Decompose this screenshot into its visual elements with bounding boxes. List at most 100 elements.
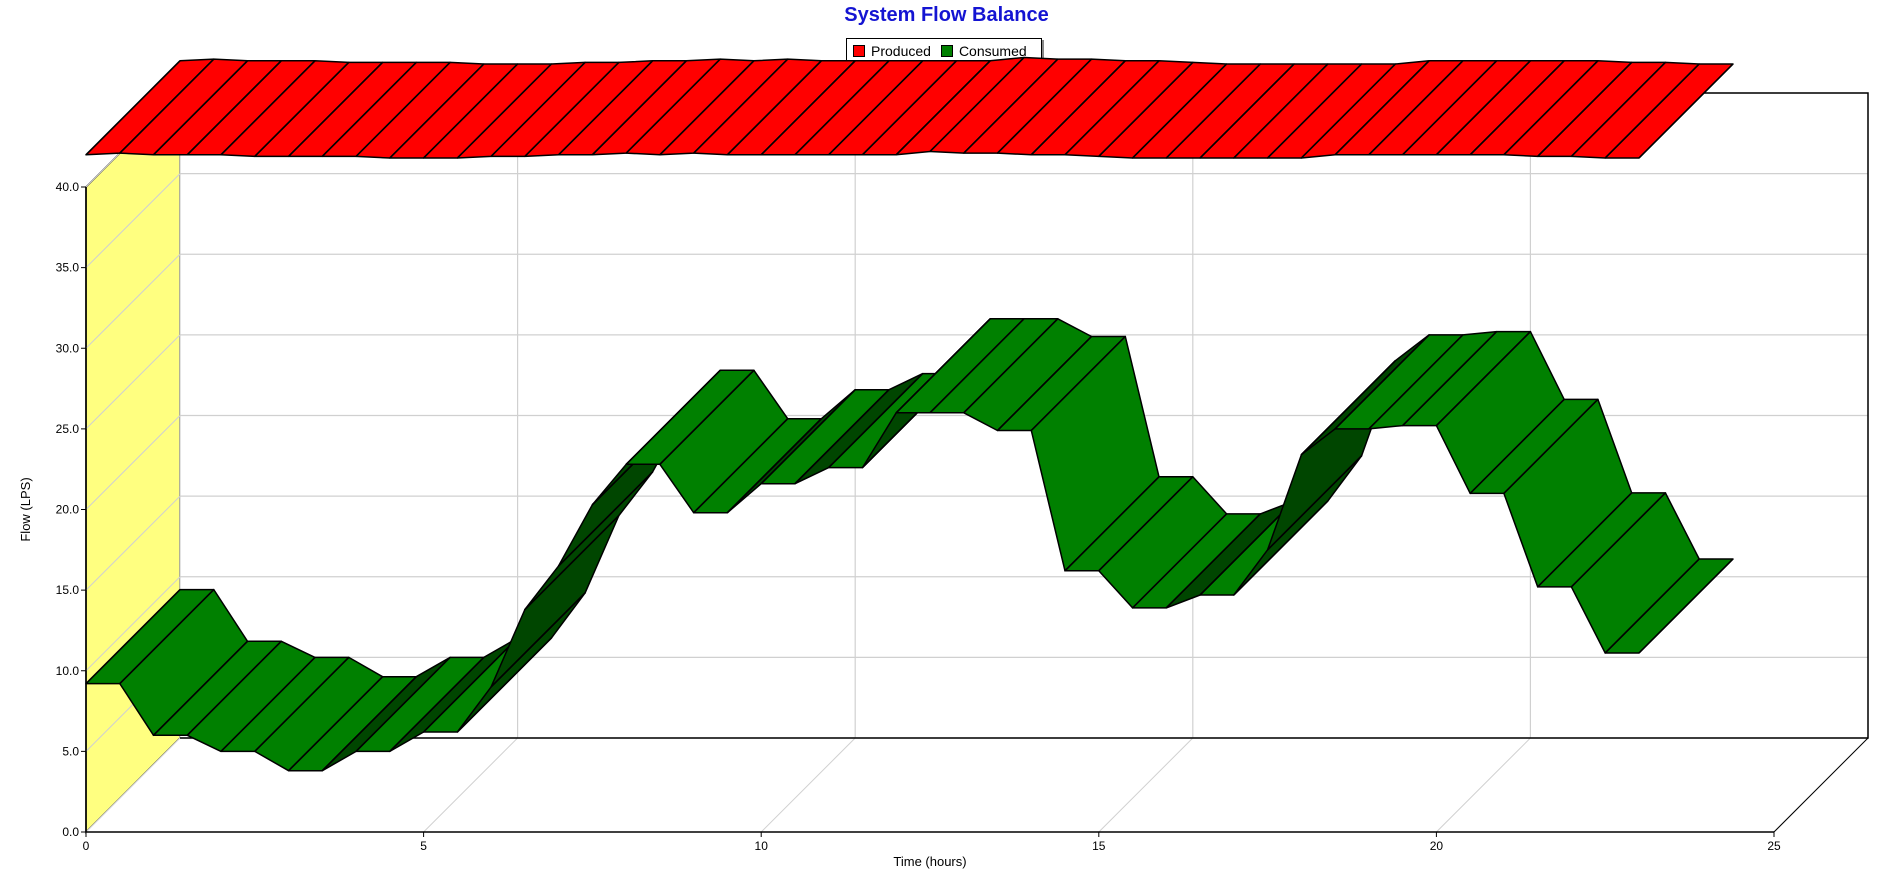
- consumed-point-19: [726, 418, 822, 514]
- produced-point-2: [152, 60, 249, 156]
- gridline-wall-y-2: [85, 576, 181, 672]
- produced-point-25: [929, 56, 1025, 153]
- produced-point-27: [996, 58, 1093, 154]
- consumed-point-32: [1165, 513, 1261, 609]
- consumed-point-10: [423, 637, 519, 733]
- produced-point-6: [288, 61, 384, 157]
- consumed-point-13: [524, 514, 620, 611]
- consumed-point-35: [1267, 455, 1363, 551]
- produced-point-21: [794, 60, 890, 156]
- produced-point-42: [1503, 60, 1599, 156]
- produced-point-39: [1402, 60, 1498, 156]
- floor-right-edge: [1773, 737, 1869, 833]
- gridline-wall-y-4: [85, 415, 181, 510]
- produced-point-30: [1098, 61, 1194, 157]
- chart-title: System Flow Balance: [844, 4, 1049, 26]
- produced-point-10: [423, 63, 519, 159]
- legend-swatch-consumed: [940, 45, 953, 57]
- x-tick-label-3: 15: [1092, 839, 1106, 853]
- produced-point-46: [1638, 63, 1734, 159]
- produced-point-16: [625, 58, 721, 154]
- gridline-wall-y-6: [85, 253, 181, 349]
- produced-point-45: [1604, 63, 1700, 159]
- consumed-point-1: [119, 589, 215, 685]
- y-tick-label-0: 0.0: [62, 825, 79, 839]
- consumed-point-46: [1638, 558, 1734, 654]
- produced-point-4: [220, 60, 316, 156]
- x-tick-label-0: 0: [83, 839, 90, 853]
- produced-point-3: [186, 60, 282, 156]
- x-tick-label-1: 5: [420, 839, 427, 853]
- consumed-point-14: [558, 471, 654, 567]
- produced-point-38: [1368, 60, 1464, 156]
- y-tick-label-5: 25.0: [56, 422, 80, 436]
- consumed-point-31: [1132, 513, 1228, 609]
- legend-swatch-produced: [853, 45, 865, 57]
- consumed-point-43: [1537, 492, 1633, 588]
- consumed-point-8: [355, 656, 451, 752]
- produced-point-15: [591, 60, 687, 156]
- produced-point-33: [1199, 63, 1295, 159]
- produced-point-8: [355, 61, 451, 157]
- y-tick-label-1: 5.0: [62, 744, 79, 758]
- gridline-floor-x-0: [85, 737, 181, 833]
- y-tick-label-8: 40.0: [56, 180, 80, 194]
- produced-point-34: [1233, 63, 1329, 159]
- gridline-wall-y-7: [85, 173, 181, 268]
- x-axis-title: Time (hours): [893, 854, 966, 869]
- produced-point-22: [828, 60, 924, 156]
- consumed-point-2: [152, 640, 249, 736]
- produced-point-36: [1300, 63, 1396, 159]
- consumed-point-5: [254, 656, 350, 752]
- produced-point-19: [726, 60, 822, 156]
- consumed-point-29: [1064, 476, 1160, 572]
- consumed-point-33: [1199, 500, 1295, 596]
- consumed-point-45: [1604, 558, 1700, 654]
- consumed-point-39: [1402, 331, 1498, 427]
- consumed-point-12: [490, 592, 586, 688]
- y-tick-label-3: 15.0: [56, 583, 80, 597]
- x-tick-label-4: 20: [1430, 839, 1444, 853]
- gridline-floor-x-4: [1436, 737, 1531, 833]
- consumed-point-22: [828, 373, 924, 469]
- produced-point-17: [659, 60, 755, 156]
- x-tick-label-5: 25: [1767, 839, 1781, 853]
- consumed-point-9: [389, 656, 485, 752]
- produced-point-20: [760, 60, 856, 156]
- produced-point-43: [1537, 61, 1633, 157]
- legend-label-consumed: Consumed: [958, 43, 1027, 59]
- produced-point-31: [1132, 63, 1228, 159]
- produced-point-29: [1064, 60, 1160, 156]
- produced-point-41: [1469, 60, 1565, 156]
- consumed-point-42: [1503, 398, 1599, 494]
- gridline-floor-x-2: [760, 737, 856, 833]
- consumed-point-40: [1435, 331, 1531, 427]
- consumed-point-21: [794, 389, 890, 485]
- consumed-point-16: [625, 369, 721, 465]
- consumed-point-36: [1300, 360, 1396, 456]
- legend-item-consumed: Consumed: [940, 43, 1027, 59]
- produced-point-37: [1334, 60, 1430, 156]
- consumed-point-44: [1570, 492, 1666, 588]
- produced-point-32: [1165, 63, 1261, 159]
- gridline-wall-y-5: [85, 334, 181, 430]
- consumed-point-20: [760, 389, 856, 485]
- consumed-point-26: [963, 318, 1059, 414]
- produced-point-0: [85, 60, 181, 156]
- consumed-point-34: [1233, 500, 1329, 596]
- y-tick-label-6: 30.0: [56, 341, 80, 355]
- consumed-point-18: [693, 418, 789, 514]
- consumed-point-41: [1469, 398, 1565, 494]
- consumed-point-0: [85, 589, 181, 685]
- y-tick-label-2: 10.0: [56, 664, 80, 678]
- consumed-point-25: [929, 318, 1025, 414]
- y-tick-label-4: 20.0: [56, 503, 80, 517]
- produced-point-28: [1030, 60, 1126, 156]
- consumed-point-38: [1368, 334, 1464, 430]
- consumed-point-4: [220, 656, 316, 752]
- produced-point-7: [321, 61, 417, 157]
- produced-point-13: [524, 61, 620, 157]
- consumed-point-27: [996, 335, 1093, 432]
- produced-point-26: [963, 58, 1059, 154]
- y-tick-label-7: 35.0: [56, 261, 80, 275]
